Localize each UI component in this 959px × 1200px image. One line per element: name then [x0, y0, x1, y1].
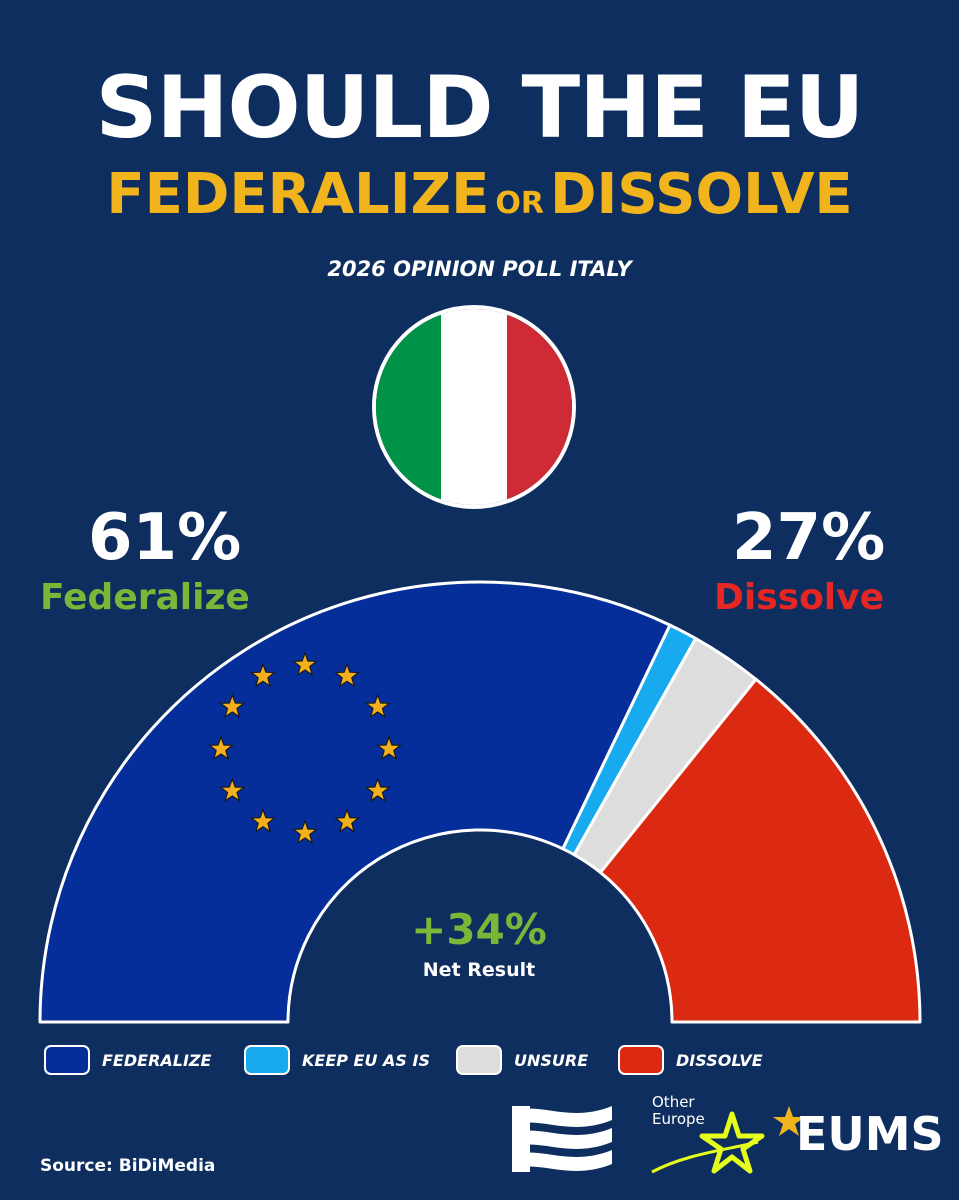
- eu-star: [291, 651, 319, 677]
- flag-stripe-white: [441, 309, 507, 505]
- slice-federalize: [38, 580, 672, 1024]
- title-connector: OR: [495, 186, 545, 221]
- eu-stars-icon: [207, 651, 403, 845]
- title-line1: SHOULD THE EU: [95, 58, 865, 158]
- dissolve-label: Dissolve: [714, 577, 885, 618]
- title-option-b: DISSOLVE: [550, 162, 853, 227]
- poll-subtitle: 2026 OPINION POLL ITALY: [327, 257, 632, 281]
- federalize-percent: 61%: [88, 501, 242, 575]
- legend-swatch-unsure: [456, 1045, 502, 1075]
- eums-logo-text: EUMS: [796, 1107, 944, 1161]
- eums-star-icon: [773, 1106, 805, 1136]
- legend-item-federalize: FEDERALIZE: [44, 1040, 211, 1080]
- eu-star: [333, 662, 361, 688]
- dissolve-percent: 27%: [732, 501, 886, 575]
- eu-star: [375, 735, 403, 761]
- eu-star: [364, 777, 391, 803]
- waves-logo-icon: [512, 1106, 612, 1172]
- net-result-label: Net Result: [423, 959, 535, 981]
- legend-item-unsure: UNSURE: [456, 1040, 588, 1080]
- net-result-value: +34%: [411, 905, 547, 954]
- eu-star: [249, 807, 277, 833]
- eu-star: [249, 662, 277, 688]
- other-europe-star-icon: [651, 1111, 765, 1174]
- legend-label-dissolve: DISSOLVE: [676, 1050, 763, 1070]
- source-note: Source: BiDiMedia: [40, 1156, 216, 1176]
- title-line2: FEDERALIZE OR DISSOLVE: [0, 160, 959, 239]
- legend-label-keep: KEEP EU AS IS: [302, 1050, 430, 1070]
- eu-star: [291, 819, 319, 845]
- legend-item-keep: KEEP EU AS IS: [244, 1040, 430, 1080]
- eu-star: [207, 735, 235, 761]
- eu-star: [333, 807, 361, 833]
- eu-star: [219, 693, 246, 719]
- legend-label-federalize: FEDERALIZE: [102, 1050, 212, 1070]
- eu-star: [219, 777, 246, 803]
- eu-star: [364, 693, 391, 719]
- other-europe-line1: Other: [652, 1093, 695, 1111]
- legend-swatch-dissolve: [618, 1045, 664, 1075]
- slice-dissolve: [598, 677, 922, 1024]
- other-europe-line2: Europe: [652, 1110, 705, 1128]
- federalize-label: Federalize: [40, 577, 250, 618]
- legend-swatch-keep: [244, 1045, 290, 1075]
- title-option-a: FEDERALIZE: [106, 162, 490, 227]
- logo-area: Other Europe EUMS: [500, 1090, 959, 1200]
- legend-item-dissolve: DISSOLVE: [618, 1040, 763, 1080]
- legend-swatch-federalize: [44, 1045, 90, 1075]
- legend-label-unsure: UNSURE: [514, 1050, 589, 1070]
- chart-legend: FEDERALIZE KEEP EU AS IS UNSURE DISSOLVE: [44, 1040, 944, 1080]
- semicircle-chart: +34% Net Result: [38, 580, 922, 1024]
